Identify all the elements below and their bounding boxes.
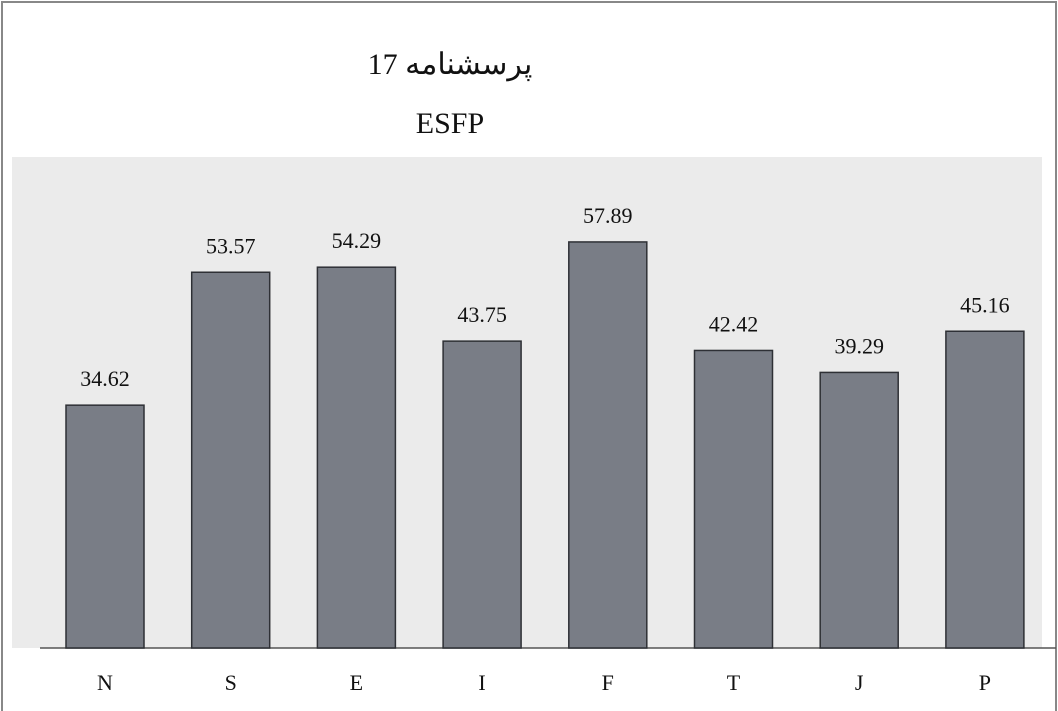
chart-subtitle: ESFP [416,107,484,140]
data-label: 57.89 [583,203,633,228]
data-label: 45.16 [960,292,1010,317]
chart-title: پرسشنامه 17 [368,48,533,82]
x-tick-label: F [602,670,614,695]
x-tick-label: P [979,670,991,695]
x-tick-label: N [97,670,113,695]
bar [819,371,899,649]
data-label: 39.29 [834,333,884,358]
bar [442,340,522,649]
data-label: 34.62 [80,366,130,391]
x-tick-label: I [478,670,485,695]
x-tick-label: T [727,670,741,695]
data-label: 43.75 [457,302,507,327]
bar [568,241,648,649]
x-tick-label: E [350,670,363,695]
data-label: 53.57 [206,233,256,258]
x-tick-label: S [225,670,237,695]
data-label: 54.29 [332,228,382,253]
bar [316,266,397,649]
bar [693,349,774,649]
bar [945,330,1025,649]
data-label: 42.42 [709,312,759,337]
x-tick-label: J [855,670,864,695]
bar [65,404,145,649]
bar [190,271,271,649]
